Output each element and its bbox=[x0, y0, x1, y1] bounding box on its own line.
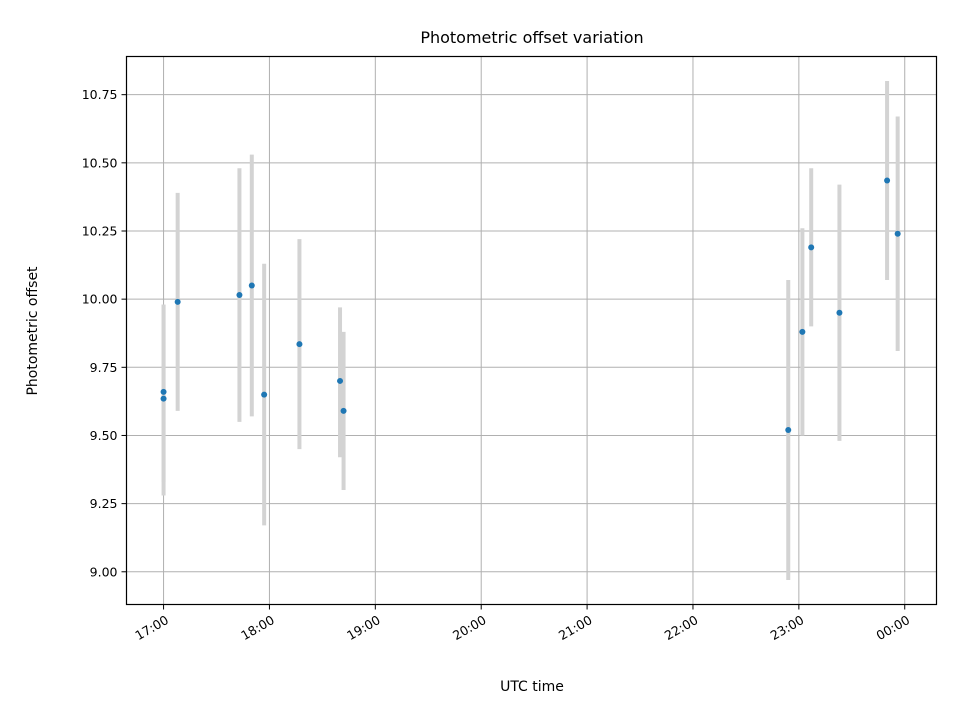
data-point bbox=[799, 328, 806, 335]
x-tick-label: 00:00 bbox=[874, 612, 913, 643]
x-tick-label: 17:00 bbox=[132, 612, 171, 643]
y-tick-label: 10.00 bbox=[82, 292, 118, 307]
data-point bbox=[296, 341, 303, 348]
data-point bbox=[160, 388, 167, 395]
y-tick-label: 10.50 bbox=[82, 155, 118, 170]
data-point bbox=[174, 298, 181, 305]
chart-title: Photometric offset variation bbox=[420, 28, 643, 47]
y-tick-label: 10.75 bbox=[82, 87, 118, 102]
y-tick-label: 10.25 bbox=[82, 223, 118, 238]
data-point bbox=[261, 391, 268, 398]
x-axis: 17:00 18:00 19:00 20:00 21:00 22:00 23:00 00:00 bbox=[132, 604, 913, 643]
data-point bbox=[248, 282, 255, 289]
x-tick-label: 18:00 bbox=[238, 612, 277, 643]
y-axis-label: Photometric offset bbox=[25, 266, 41, 396]
x-tick-label: 22:00 bbox=[662, 612, 701, 643]
data-point bbox=[785, 427, 792, 434]
y-tick-label: 9.50 bbox=[90, 428, 118, 443]
data-point bbox=[884, 177, 891, 184]
y-tick-label: 9.25 bbox=[90, 496, 118, 511]
y-axis: 9.00 9.25 9.50 9.75 10.00 10.25 10.50 10.75 bbox=[82, 87, 127, 579]
x-tick-label: 23:00 bbox=[768, 612, 807, 643]
data-point bbox=[836, 309, 843, 316]
x-tick-label: 21:00 bbox=[556, 612, 595, 643]
data-point bbox=[160, 395, 167, 402]
data-points bbox=[160, 177, 901, 434]
y-tick-label: 9.00 bbox=[90, 564, 118, 579]
data-point bbox=[337, 377, 344, 384]
x-axis-label: UTC time bbox=[500, 679, 564, 695]
grid bbox=[126, 56, 937, 605]
data-point bbox=[236, 292, 243, 299]
y-tick-label: 9.75 bbox=[90, 360, 118, 375]
x-tick-label: 19:00 bbox=[344, 612, 383, 643]
data-point bbox=[894, 230, 901, 237]
error-bars bbox=[161, 81, 900, 580]
x-tick-label: 20:00 bbox=[450, 612, 489, 643]
data-point bbox=[340, 407, 347, 414]
data-point bbox=[808, 244, 815, 251]
plot-frame bbox=[125, 55, 938, 606]
